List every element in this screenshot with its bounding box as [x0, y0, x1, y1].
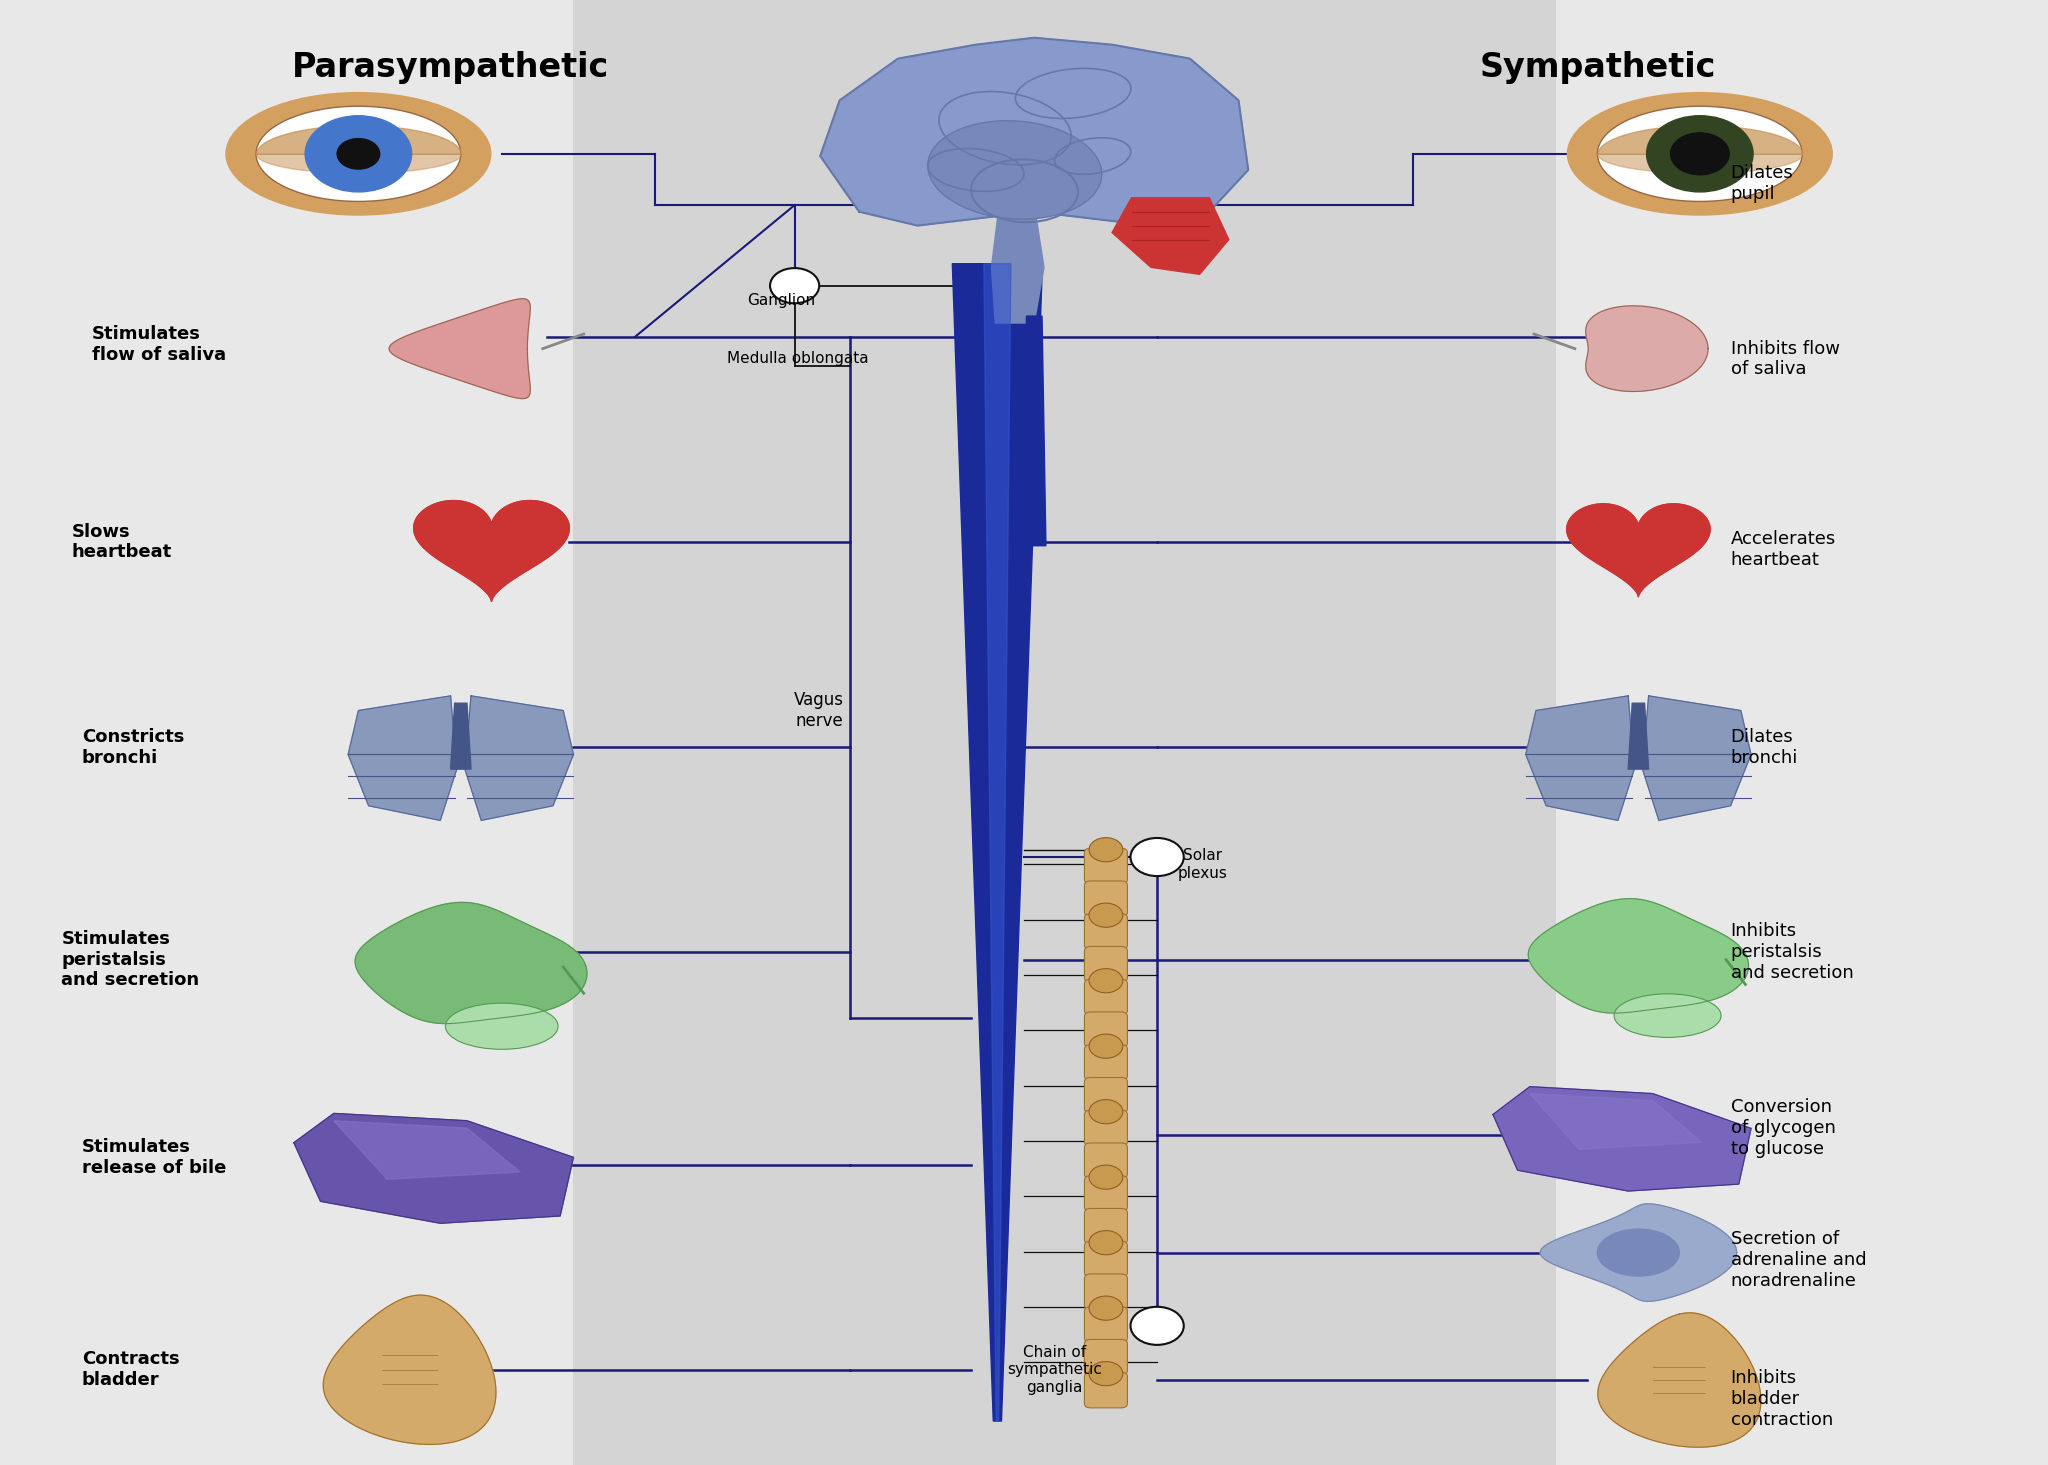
FancyBboxPatch shape: [1085, 1143, 1128, 1179]
Ellipse shape: [446, 1004, 557, 1049]
Polygon shape: [1493, 1087, 1751, 1191]
Polygon shape: [1597, 1229, 1679, 1276]
FancyBboxPatch shape: [1085, 1045, 1128, 1080]
Circle shape: [1090, 902, 1122, 927]
Ellipse shape: [256, 107, 461, 202]
FancyBboxPatch shape: [1085, 880, 1128, 917]
Text: Inhibits
bladder
contraction: Inhibits bladder contraction: [1731, 1370, 1833, 1428]
FancyBboxPatch shape: [1085, 1307, 1128, 1342]
Ellipse shape: [1597, 107, 1802, 202]
Circle shape: [1090, 1361, 1122, 1386]
Polygon shape: [1112, 198, 1229, 274]
Text: Solar
plexus: Solar plexus: [1178, 848, 1227, 880]
Polygon shape: [1567, 504, 1710, 596]
Bar: [573, 0, 1556, 1465]
Polygon shape: [1530, 1093, 1702, 1150]
FancyBboxPatch shape: [1085, 1110, 1128, 1146]
Circle shape: [1090, 1100, 1122, 1124]
Polygon shape: [389, 299, 530, 398]
Text: Ganglion: Ganglion: [748, 293, 815, 308]
Circle shape: [1090, 1034, 1122, 1058]
Polygon shape: [991, 205, 1044, 324]
Polygon shape: [1540, 1204, 1737, 1301]
Circle shape: [770, 268, 819, 303]
Polygon shape: [414, 501, 569, 601]
Polygon shape: [348, 696, 457, 820]
Polygon shape: [1597, 1313, 1761, 1447]
Polygon shape: [1642, 696, 1751, 820]
Circle shape: [1090, 968, 1122, 993]
Ellipse shape: [928, 120, 1102, 220]
Text: Sympathetic: Sympathetic: [1479, 51, 1716, 85]
Text: Slows
heartbeat: Slows heartbeat: [72, 523, 172, 561]
FancyBboxPatch shape: [1085, 1373, 1128, 1408]
Ellipse shape: [479, 563, 504, 583]
Text: Inhibits
peristalsis
and secretion: Inhibits peristalsis and secretion: [1731, 923, 1853, 982]
Text: Stimulates
release of bile: Stimulates release of bile: [82, 1138, 225, 1176]
Polygon shape: [451, 703, 471, 769]
Ellipse shape: [225, 92, 492, 215]
Text: Inhibits flow
of saliva: Inhibits flow of saliva: [1731, 340, 1839, 378]
Polygon shape: [334, 1121, 520, 1179]
Polygon shape: [1526, 696, 1634, 820]
FancyBboxPatch shape: [1085, 914, 1128, 949]
Polygon shape: [465, 696, 573, 820]
Circle shape: [1130, 838, 1184, 876]
Polygon shape: [1022, 316, 1047, 546]
Text: Dilates
pupil: Dilates pupil: [1731, 164, 1794, 202]
FancyBboxPatch shape: [1085, 1176, 1128, 1212]
Polygon shape: [1585, 306, 1708, 391]
Text: Accelerates
heartbeat: Accelerates heartbeat: [1731, 530, 1835, 568]
Polygon shape: [1628, 703, 1649, 769]
Ellipse shape: [1628, 561, 1649, 579]
FancyBboxPatch shape: [1085, 848, 1128, 883]
FancyBboxPatch shape: [1085, 979, 1128, 1015]
Text: Parasympathetic: Parasympathetic: [293, 51, 608, 85]
Text: Vagus
nerve: Vagus nerve: [795, 691, 844, 730]
Text: Constricts
bronchi: Constricts bronchi: [82, 728, 184, 766]
Ellipse shape: [1567, 92, 1833, 215]
Text: Stimulates
flow of saliva: Stimulates flow of saliva: [92, 325, 225, 363]
Circle shape: [305, 116, 412, 192]
Text: Stimulates
peristalsis
and secretion: Stimulates peristalsis and secretion: [61, 930, 199, 989]
Circle shape: [1647, 116, 1753, 192]
Polygon shape: [354, 902, 588, 1024]
FancyBboxPatch shape: [1085, 1241, 1128, 1277]
FancyBboxPatch shape: [1085, 1339, 1128, 1376]
Circle shape: [1090, 1297, 1122, 1320]
Polygon shape: [295, 1113, 573, 1223]
Polygon shape: [1528, 898, 1749, 1014]
Polygon shape: [952, 264, 1042, 1421]
Polygon shape: [414, 501, 569, 601]
FancyBboxPatch shape: [1085, 1275, 1128, 1310]
Ellipse shape: [1614, 993, 1720, 1037]
Polygon shape: [983, 264, 1012, 1421]
FancyBboxPatch shape: [1085, 1012, 1128, 1047]
Text: Chain of
sympathetic
ganglia: Chain of sympathetic ganglia: [1008, 1345, 1102, 1395]
Circle shape: [1130, 1307, 1184, 1345]
FancyBboxPatch shape: [1085, 946, 1128, 982]
Circle shape: [1090, 1231, 1122, 1254]
Circle shape: [1090, 1165, 1122, 1190]
Text: Secretion of
adrenaline and
noradrenaline: Secretion of adrenaline and noradrenalin…: [1731, 1231, 1866, 1289]
Text: Conversion
of glycogen
to glucose: Conversion of glycogen to glucose: [1731, 1099, 1835, 1157]
FancyBboxPatch shape: [1085, 1209, 1128, 1244]
Circle shape: [1090, 838, 1122, 861]
Text: Dilates
bronchi: Dilates bronchi: [1731, 728, 1798, 766]
Circle shape: [338, 139, 379, 168]
FancyBboxPatch shape: [1085, 1077, 1128, 1113]
Polygon shape: [819, 38, 1249, 226]
Polygon shape: [324, 1295, 496, 1444]
Text: Medulla oblongata: Medulla oblongata: [727, 352, 868, 366]
Polygon shape: [1567, 504, 1710, 596]
Circle shape: [1671, 133, 1729, 174]
Text: Contracts
bladder: Contracts bladder: [82, 1351, 180, 1389]
